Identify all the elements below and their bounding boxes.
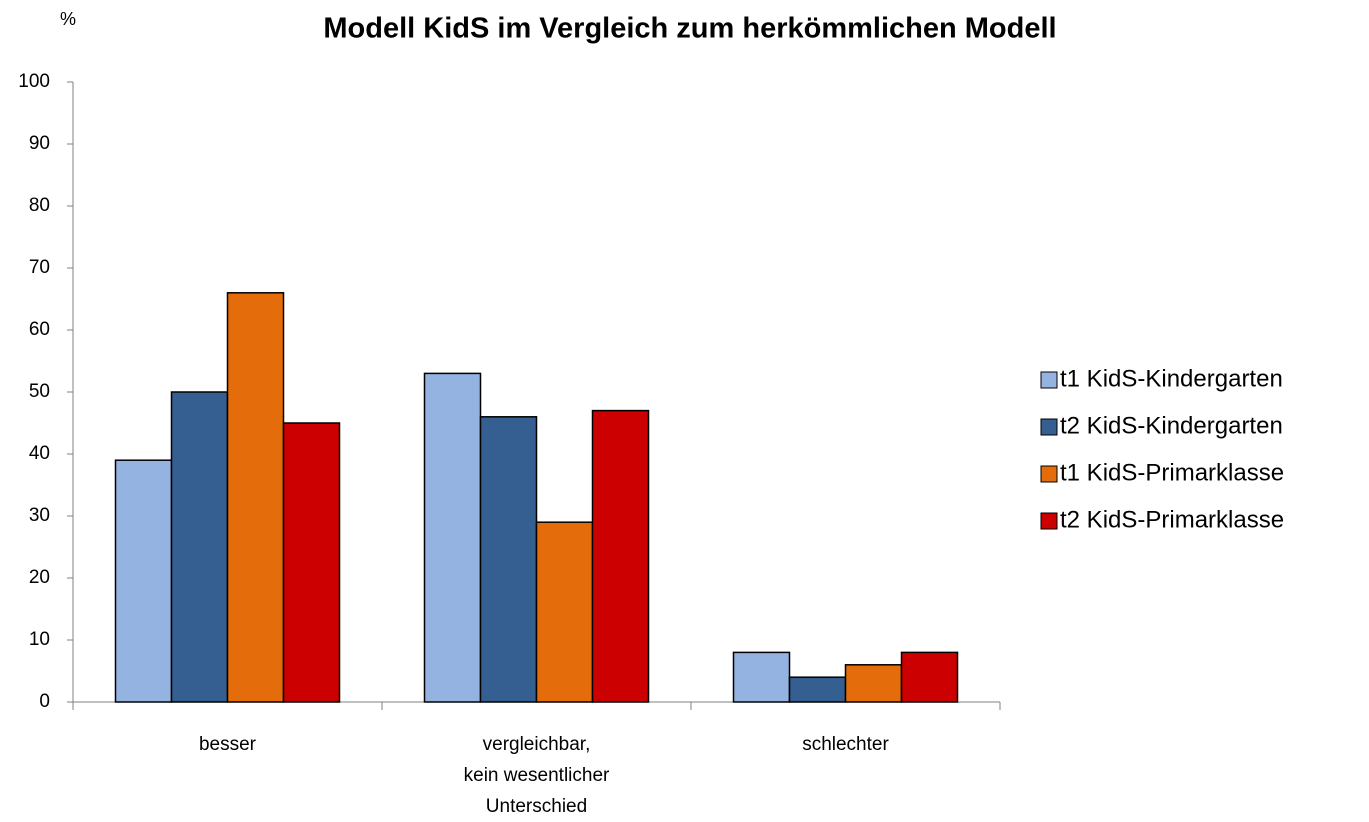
bar: [423, 372, 482, 703]
bar: [535, 521, 594, 703]
y-tick-label: 90: [29, 133, 50, 154]
bar: [114, 459, 173, 703]
legend-label: t1 KidS-Kindergarten: [1060, 365, 1283, 392]
x-tick-label: vergleichbar,: [483, 734, 591, 755]
x-tick-label: Unterschied: [486, 796, 587, 817]
x-tick-label: schlechter: [802, 734, 889, 755]
legend-label: t2 KidS-Kindergarten: [1060, 412, 1283, 439]
x-tick-label: besser: [199, 734, 257, 755]
legend-swatch: [1040, 371, 1058, 389]
y-tick-label: 100: [18, 71, 50, 92]
bar: [591, 409, 650, 703]
y-tick-label: 0: [39, 691, 50, 712]
legend-label: t1 KidS-Primarklasse: [1060, 459, 1284, 486]
y-tick-label: 30: [29, 505, 50, 526]
bar: [788, 676, 847, 703]
bar: [900, 651, 959, 703]
y-tick-label: 60: [29, 319, 50, 340]
chart-title: Modell KidS im Vergleich zum herkömmlich…: [323, 13, 1056, 45]
bar: [282, 422, 341, 703]
y-tick-label: 40: [29, 443, 50, 464]
legend-swatch: [1040, 465, 1058, 483]
x-tick-label: kein wesentlicher: [464, 765, 610, 786]
legend-swatch: [1040, 512, 1058, 530]
y-tick-label: 20: [29, 567, 50, 588]
bar: [479, 416, 538, 703]
y-tick-label: 80: [29, 195, 50, 216]
y-axis-label: %: [60, 9, 76, 29]
legend-label: t2 KidS-Primarklasse: [1060, 506, 1284, 533]
bar: [732, 651, 791, 703]
bar: [226, 292, 285, 703]
y-tick-label: 70: [29, 257, 50, 278]
bar: [844, 664, 903, 703]
bar: [170, 391, 229, 703]
y-tick-label: 10: [29, 629, 50, 650]
y-tick-label: 50: [29, 381, 50, 402]
legend-swatch: [1040, 418, 1058, 436]
